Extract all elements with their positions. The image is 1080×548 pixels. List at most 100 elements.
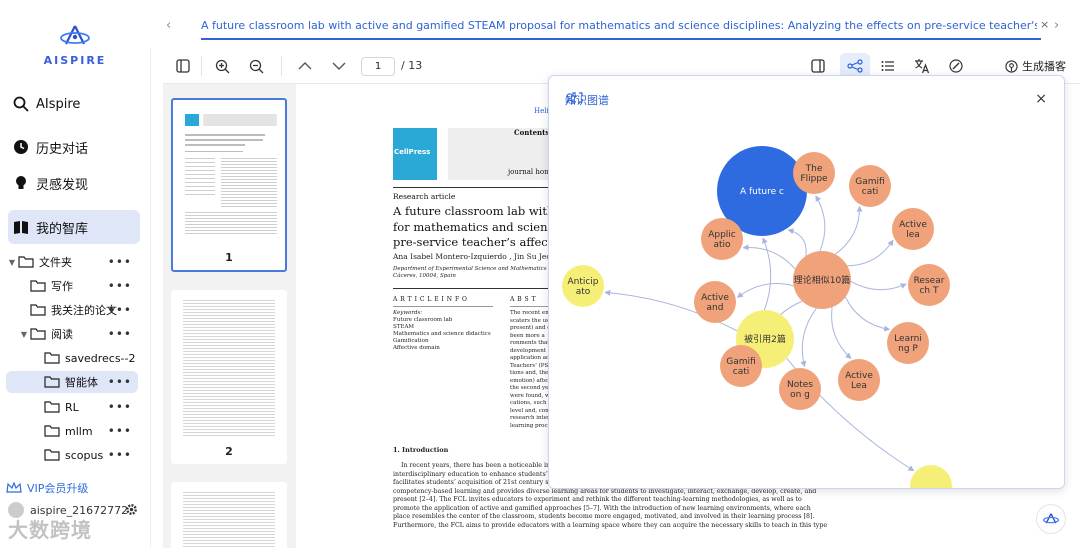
abstract-line: level and, conse <box>510 407 555 414</box>
thumbnail-page-3[interactable] <box>171 482 287 548</box>
graph-node-n1[interactable]: The Flippe <box>793 152 835 194</box>
podcast-icon <box>1005 59 1018 73</box>
graph-node-similar[interactable]: 理论相似10篇 <box>793 251 851 309</box>
tree-folder-mllm[interactable]: mllm ••• <box>6 420 138 442</box>
outline-list-icon[interactable] <box>880 58 896 74</box>
user-row[interactable]: aispire_21672772 <box>8 502 140 518</box>
thumbnail-panel[interactable]: 1 2 <box>163 84 296 548</box>
close-icon[interactable]: × <box>1035 91 1047 107</box>
tree-folder-scopus[interactable]: scopus ••• <box>6 444 138 466</box>
nav-history[interactable]: 历史对话 <box>8 130 140 164</box>
graph-node-circle[interactable] <box>849 165 891 207</box>
logo-mark-icon <box>1043 513 1059 524</box>
intro-line: place resembles the center of the classr… <box>393 513 815 520</box>
graph-edge <box>850 280 907 291</box>
tree-folder-followed[interactable]: 我关注的论文 ••• <box>6 299 138 321</box>
chevron-left-icon[interactable]: ‹ <box>166 18 172 33</box>
split-view-icon[interactable] <box>810 58 826 74</box>
folder-icon <box>44 401 60 413</box>
chevron-up-icon[interactable] <box>297 58 313 74</box>
abstract-line: emotion) after <box>510 377 550 384</box>
sidebar-toggle-icon[interactable] <box>175 58 191 74</box>
graph-node-label: Learni ng P <box>894 334 922 354</box>
graph-node-circle[interactable] <box>793 152 835 194</box>
graph-node-c1[interactable]: Anticip ato <box>562 265 604 307</box>
translate-icon[interactable] <box>914 58 930 74</box>
graph-node-circle[interactable] <box>910 465 952 489</box>
folder-icon <box>30 280 46 292</box>
zoom-in-icon[interactable] <box>214 58 230 74</box>
graph-node-circle[interactable] <box>562 265 604 307</box>
graph-node-circle[interactable] <box>694 281 736 323</box>
assistant-floating-button[interactable] <box>1036 504 1066 534</box>
tree-folder-agents[interactable]: 智能体 ••• <box>6 371 138 393</box>
tree-label: scopus <box>65 448 104 462</box>
graph-node-c2[interactable] <box>549 76 952 489</box>
graph-node-n3[interactable]: Active lea <box>892 208 934 250</box>
tree-folder-rl[interactable]: RL ••• <box>6 396 138 418</box>
tree-folder-writing[interactable]: 写作 ••• <box>6 275 138 297</box>
tree-folder-reading[interactable]: ▼ 阅读 ••• <box>6 323 138 345</box>
active-tool-highlight <box>840 53 870 79</box>
graph-node-n5[interactable]: Learni ng P <box>887 322 929 364</box>
journal-link[interactable]: Heliy <box>534 107 553 115</box>
chevron-down-icon[interactable]: ▼ <box>20 329 28 339</box>
graph-node-n8[interactable]: Gamifi cati <box>720 345 762 387</box>
page-number-input[interactable] <box>361 57 395 76</box>
podcast-label: 生成播客 <box>1022 60 1066 73</box>
more-icon[interactable]: ••• <box>107 255 132 269</box>
more-icon[interactable]: ••• <box>107 279 132 293</box>
more-icon[interactable]: ••• <box>107 327 132 341</box>
nav-inspiration[interactable]: 灵感发现 <box>8 166 140 200</box>
toolbar-divider <box>281 56 282 76</box>
chevron-right-icon[interactable]: › <box>1054 18 1060 33</box>
graph-node-main[interactable]: A future c <box>717 146 807 236</box>
username: aispire_21672772 <box>30 503 129 517</box>
graph-node-n6[interactable]: Active Lea <box>838 359 880 401</box>
graph-node-n2[interactable]: Gamifi cati <box>849 165 891 207</box>
graph-node-n9[interactable]: Active and <box>694 281 736 323</box>
graph-node-circle[interactable] <box>720 345 762 387</box>
chevron-down-icon[interactable]: ▼ <box>8 257 16 267</box>
thumbnail-page-2[interactable]: 2 <box>171 290 287 464</box>
generate-podcast-button[interactable]: 生成播客 <box>1005 58 1066 74</box>
graph-node-circle[interactable] <box>701 218 743 260</box>
title-line: A future classroom lab with active <box>393 204 593 218</box>
fullscreen-icon[interactable] <box>572 92 583 103</box>
graph-node-circle[interactable] <box>892 208 934 250</box>
graph-node-circle[interactable] <box>793 251 851 309</box>
close-icon[interactable]: × <box>1040 18 1050 31</box>
more-icon[interactable]: ••• <box>107 424 132 438</box>
zoom-out-icon[interactable] <box>248 58 264 74</box>
more-icon[interactable]: ••• <box>107 375 132 389</box>
graph-node-circle[interactable] <box>887 322 929 364</box>
intro-text: In recent years, there has been a notice… <box>393 462 827 530</box>
tree-folder-savedrecs[interactable]: savedrecs--2 <box>6 347 138 369</box>
more-icon[interactable]: ••• <box>107 448 132 462</box>
gear-icon[interactable] <box>125 503 138 516</box>
knowledge-graph-icon[interactable] <box>847 58 863 74</box>
graph-node-n7[interactable]: Notes on g <box>779 368 821 410</box>
graph-node-n10[interactable]: Applic atio <box>701 218 743 260</box>
annotate-icon[interactable] <box>948 58 964 74</box>
keyword: STEAM <box>393 324 415 330</box>
graph-node-circle[interactable] <box>908 264 950 306</box>
more-icon[interactable]: ••• <box>107 303 132 317</box>
tree-folder-root[interactable]: ▼ 文件夹 ••• <box>6 251 138 273</box>
knowledge-graph-panel[interactable]: A future c 理论相似10篇 被引用2篇 The Flippe Gamifi cat… <box>548 75 1065 489</box>
more-icon[interactable]: ••• <box>107 400 132 414</box>
chevron-down-icon[interactable] <box>331 58 347 74</box>
tree-label: savedrecs--2 <box>65 351 136 365</box>
graph-node-circle[interactable] <box>838 359 880 401</box>
thumbnail-page-1[interactable]: 1 <box>171 98 287 272</box>
nav-my-library[interactable]: 我的智库 <box>8 210 140 244</box>
graph-node-circle[interactable] <box>717 146 807 236</box>
vip-upgrade-link[interactable]: VIP会员升级 <box>6 480 88 496</box>
graph-edge <box>787 228 807 257</box>
nav-aispire[interactable]: AIspire <box>8 87 140 121</box>
graph-node-circle[interactable] <box>779 368 821 410</box>
graph-node-label: Resear ch T <box>914 276 945 296</box>
tab-document-title[interactable]: A future classroom lab with active and g… <box>201 19 1037 32</box>
graph-node-n4[interactable]: Resear ch T <box>908 264 950 306</box>
